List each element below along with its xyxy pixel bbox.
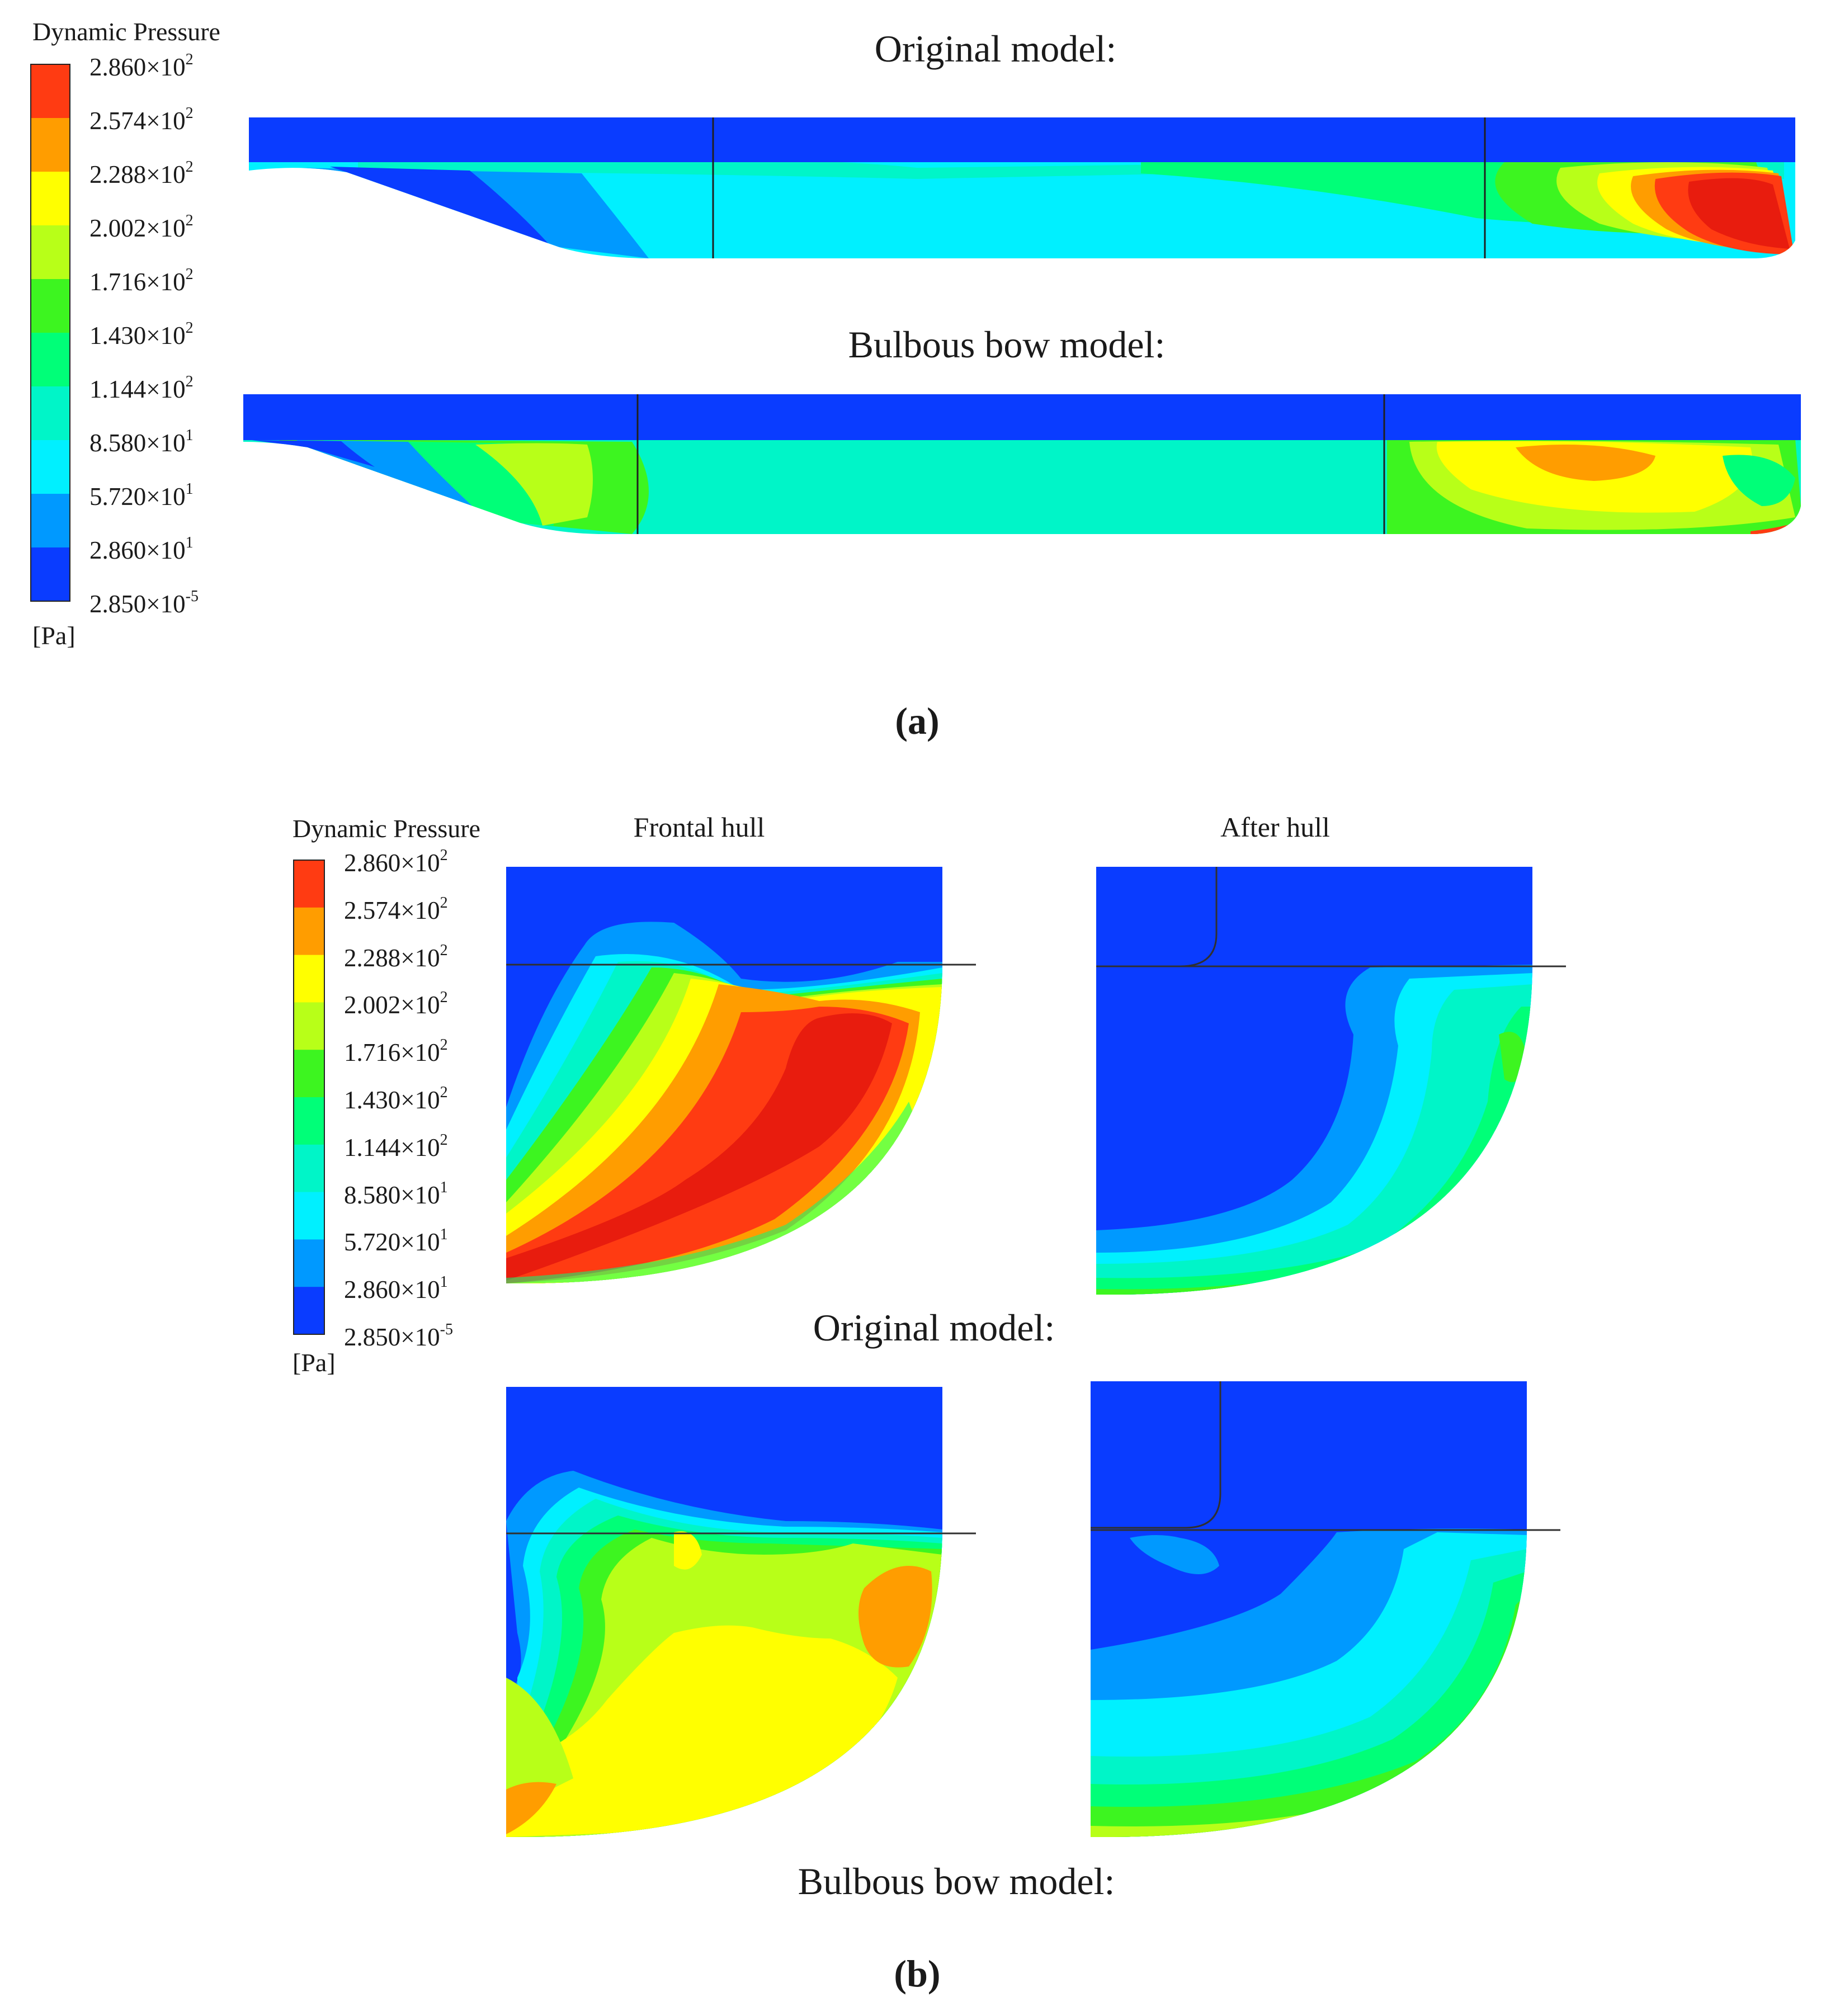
colorbar-band [31, 386, 70, 441]
colorbar-tick-label: 1.144×102 [89, 373, 194, 403]
colorbar-band [294, 955, 324, 1003]
colorbar-band [31, 118, 70, 172]
colorbar-tick-label: 2.860×102 [344, 847, 448, 877]
colorbar-band [31, 172, 70, 226]
legend-title-b: Dynamic Pressure [293, 814, 480, 843]
legend-title-a: Dynamic Pressure [32, 17, 220, 46]
colorbar-tick-label: 8.580×101 [89, 427, 194, 457]
colorbar-border [30, 64, 70, 602]
colorbar-band [294, 907, 324, 956]
panel-label-a: (a) [895, 700, 940, 742]
colorbar-tick-label: 2.574×102 [344, 894, 448, 924]
colorbar-band [294, 1287, 324, 1335]
colorbar-tick-label: 2.850×10-5 [344, 1321, 453, 1351]
original-model-caption-a: Original model: [874, 27, 1117, 70]
colorbar-ticks-a: 2.860×102 2.574×102 2.288×102 2.002×102 1.71… [89, 52, 235, 617]
colorbar-tick-label: 5.720×101 [344, 1226, 448, 1257]
bulbous-hull-profile [243, 394, 1801, 534]
colorbar-tick-label: 2.002×102 [89, 212, 194, 242]
bulbous-model-caption-a: Bulbous bow model: [848, 323, 1166, 366]
colorbar-band [294, 860, 324, 908]
colorbar-tick-label: 2.860×101 [344, 1273, 448, 1304]
colorbar-band [31, 64, 70, 119]
colorbar-band [31, 225, 70, 280]
colorbar-b [293, 860, 325, 1335]
panel-label-a-letter: a [908, 700, 927, 742]
colorbar-tick-label: 2.860×102 [89, 51, 194, 81]
original-model-caption-b: Original model: [813, 1306, 1055, 1349]
panel-label-b: (b) [894, 1952, 941, 1995]
colorbar-band [31, 279, 70, 333]
colorbar-tick-label: 2.002×102 [344, 989, 448, 1019]
bulbous-model-caption-b: Bulbous bow model: [798, 1860, 1115, 1902]
colorbar-band [294, 1002, 324, 1050]
colorbar-band [31, 333, 70, 387]
colorbar-tick-label: 2.288×102 [89, 158, 194, 188]
colorbar-tick-label: 2.288×102 [344, 941, 448, 972]
colorbar-band [294, 1239, 324, 1287]
colorbar-band [31, 547, 70, 602]
colorbar-tick-label: 2.850×10-5 [89, 588, 199, 618]
colorbar-a [30, 64, 70, 602]
colorbar-tick-label: 2.574×102 [89, 105, 194, 135]
colorbar-tick-label: 2.860×101 [89, 534, 194, 564]
colorbar-band [294, 1097, 324, 1145]
colorbar-tick-label: 1.144×102 [344, 1131, 448, 1162]
frontal-hull-bulbous [506, 1387, 976, 1837]
colorbar-tick-label: 5.720×101 [89, 480, 194, 511]
colorbar-band [31, 440, 70, 494]
after-hull-bulbous [1091, 1381, 1560, 1837]
after-hull-original [1096, 867, 1566, 1295]
colorbar-tick-label: 1.430×102 [89, 319, 194, 350]
panel-label-b-letter: b [907, 1952, 928, 1995]
legend-unit-b: [Pa] [293, 1348, 336, 1377]
original-hull-profile [249, 117, 1795, 258]
frontal-hull-title: Frontal hull [633, 811, 765, 843]
colorbar-tick-label: 1.716×102 [89, 266, 194, 296]
legend-unit-a: [Pa] [32, 621, 76, 650]
colorbar-border [293, 860, 325, 1335]
colorbar-band [294, 1192, 324, 1240]
colorbar-ticks-b: 2.860×102 2.574×102 2.288×102 2.002×102 1.71… [344, 847, 489, 1350]
colorbar-band [294, 1144, 324, 1193]
colorbar-band [294, 1050, 324, 1098]
colorbar-tick-label: 8.580×101 [344, 1178, 448, 1209]
colorbar-tick-label: 1.716×102 [344, 1036, 448, 1067]
after-hull-title: After hull [1220, 811, 1330, 843]
colorbar-band [31, 494, 70, 548]
colorbar-tick-label: 1.430×102 [344, 1084, 448, 1114]
frontal-hull-original [506, 867, 976, 1283]
